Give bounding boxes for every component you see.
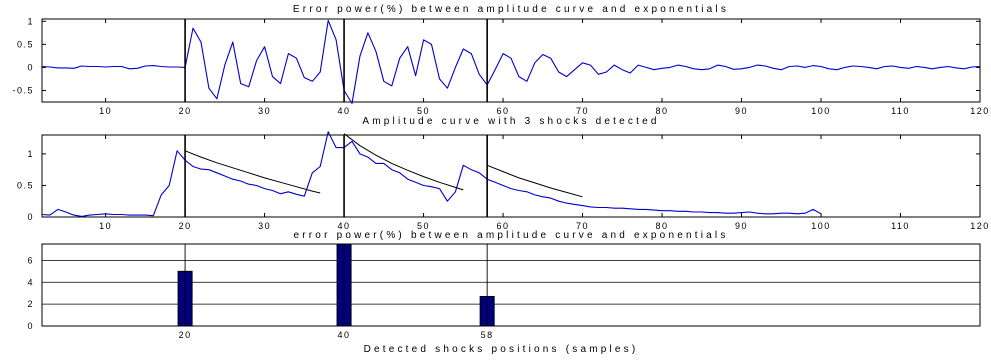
x-tick-label: 110: [891, 106, 910, 116]
y-tick-label: 0: [27, 212, 34, 222]
x-tick-label: 50: [417, 221, 430, 231]
x-tick-label: 10: [99, 221, 112, 231]
x-axis-label: Detected shocks positions (samples): [364, 344, 639, 355]
x-tick-label: 90: [735, 106, 748, 116]
x-tick-label: 40: [338, 330, 351, 340]
plot-frame: [41, 134, 981, 218]
x-tick-label: 80: [656, 106, 669, 116]
x-tick-label: 20: [179, 221, 192, 231]
y-tick-label: 0: [27, 321, 34, 331]
x-tick-label: 10: [99, 106, 112, 116]
series-line: [343, 133, 464, 191]
y-tick-label: 6: [27, 255, 34, 265]
x-tick-label: 120: [970, 221, 990, 231]
x-tick-label: 70: [576, 221, 589, 231]
x-tick-label: 70: [576, 106, 589, 116]
y-tick-label: 2: [27, 299, 34, 309]
y-tick-label: 1: [27, 16, 34, 26]
y-tick-label: -0.5: [12, 85, 34, 95]
chart-title: Amplitude curve with 3 shocks detected: [362, 116, 659, 127]
series-line: [487, 164, 583, 198]
x-tick-label: 20: [179, 330, 192, 340]
x-tick-label: 40: [338, 106, 351, 116]
x-tick-label: 60: [497, 106, 510, 116]
x-tick-label: 60: [497, 221, 510, 231]
x-tick-label: 100: [811, 221, 831, 231]
y-tick-label: 0.5: [17, 180, 34, 190]
panel-error-power-curve: Error power(%) between amplitude curve a…: [12, 4, 990, 116]
panel-amplitude-curve: Amplitude curve with 3 shocks detected 0 0…: [17, 116, 990, 231]
panel-error-power-bars: error power(%) between amplitude curve a…: [27, 230, 981, 355]
x-tick-label: 120: [970, 106, 990, 116]
y-tick-label: 1: [27, 149, 34, 159]
y-tick-label: 4: [27, 277, 34, 287]
y-tick-label: 0: [27, 62, 34, 72]
x-tick-label: 20: [179, 106, 192, 116]
x-tick-label: 30: [258, 221, 271, 231]
chart-title: Error power(%) between amplitude curve a…: [293, 4, 729, 15]
x-tick-label: 90: [735, 221, 748, 231]
chart-title: error power(%) between amplitude curve a…: [293, 230, 728, 241]
y-tick-label: 0.5: [17, 39, 34, 49]
series-line: [184, 150, 321, 194]
x-tick-label: 100: [811, 106, 831, 116]
series-line: [41, 131, 822, 217]
series-line: [41, 19, 981, 104]
x-tick-label: 110: [891, 221, 910, 231]
plot-frame: [41, 18, 981, 103]
x-tick-label: 30: [258, 106, 271, 116]
x-tick-label: 40: [338, 221, 351, 231]
x-tick-label: 50: [417, 106, 430, 116]
x-tick-label: 80: [656, 221, 669, 231]
x-tick-label: 58: [481, 330, 494, 340]
